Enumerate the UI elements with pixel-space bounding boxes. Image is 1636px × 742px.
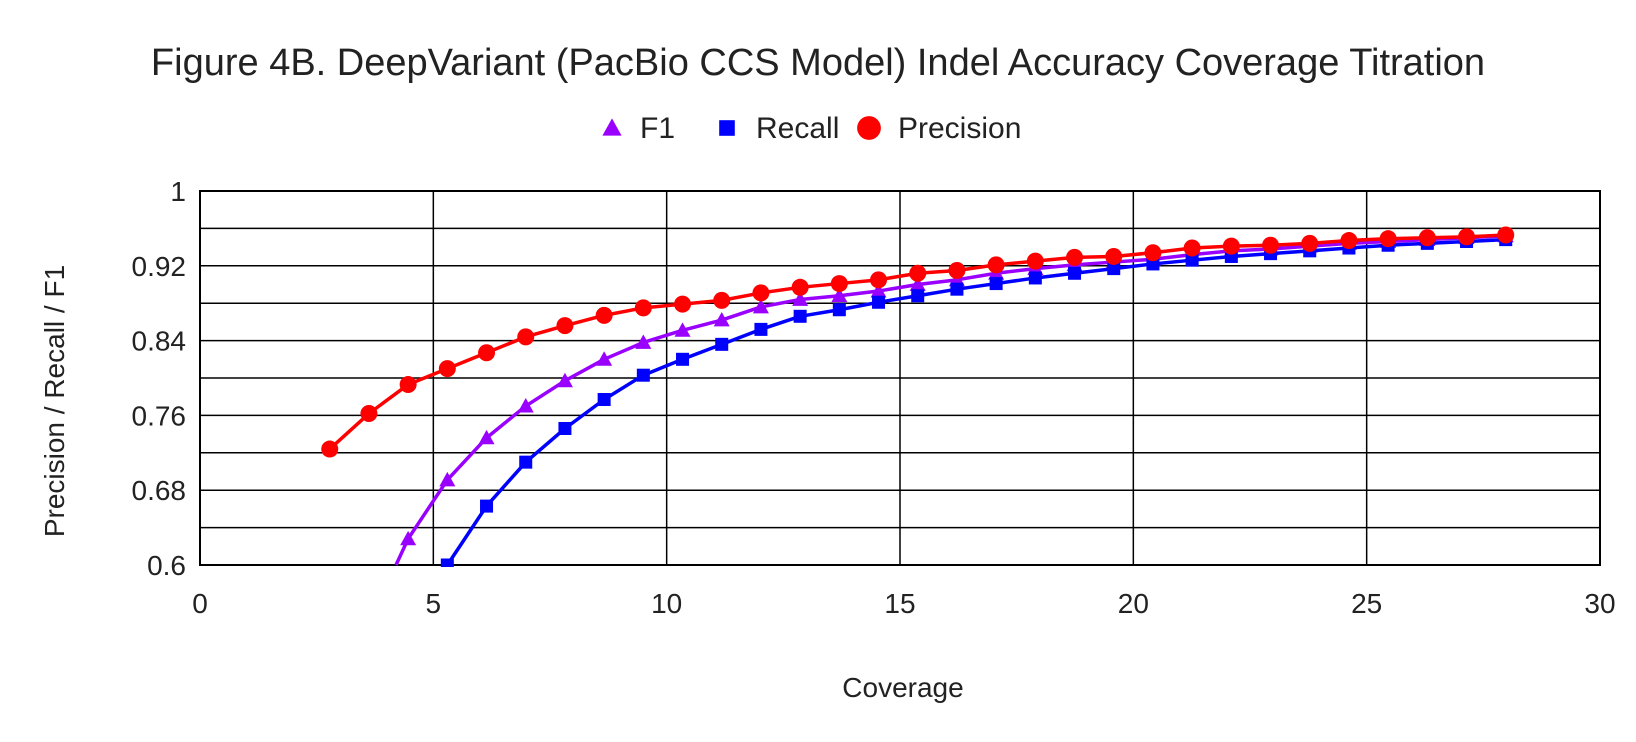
y-tick-label: 0.76: [132, 400, 187, 431]
precision-point: [438, 360, 456, 378]
precision-point: [1418, 229, 1436, 247]
precision-point: [556, 317, 574, 335]
precision-point: [791, 278, 809, 296]
precision-point: [948, 261, 966, 279]
recall-point: [793, 309, 807, 323]
y-tick-label: 0.84: [132, 326, 187, 357]
legend-label: Precision: [898, 112, 1021, 145]
precision-point: [1105, 247, 1123, 265]
precision-point: [360, 405, 378, 423]
f1-point: [635, 334, 652, 349]
series-group: [321, 226, 1515, 567]
legend-label: Recall: [756, 112, 839, 145]
recall-point: [480, 499, 494, 513]
precision-point: [674, 295, 692, 313]
recall-point: [754, 322, 768, 336]
precision-point: [399, 376, 417, 394]
recall-point: [558, 421, 572, 435]
precision-point: [1222, 237, 1240, 255]
precision-point: [1066, 248, 1084, 266]
legend-marker-recall: [719, 120, 735, 136]
recall-point: [715, 337, 729, 351]
legend-item-recall: Recall: [719, 112, 839, 145]
recall-point: [440, 558, 454, 567]
y-axis-label: Precision / Recall / F1: [39, 265, 70, 537]
precision-point: [321, 440, 339, 458]
grid: [199, 190, 1601, 566]
precision-point: [1262, 236, 1280, 254]
x-tick-label: 25: [1351, 588, 1382, 619]
recall-point: [872, 295, 886, 309]
f1-point: [752, 298, 769, 314]
y-tick-label: 0.6: [147, 550, 186, 581]
precision-point: [870, 271, 888, 289]
precision-point: [1497, 226, 1515, 244]
y-tick-label: 0.68: [132, 475, 187, 506]
chart-title: Figure 4B. DeepVariant (PacBio CCS Model…: [151, 42, 1485, 84]
precision-point: [517, 328, 535, 346]
f1-point: [792, 291, 809, 306]
x-axis-label: Coverage: [842, 672, 963, 703]
f1-point: [439, 471, 456, 487]
x-tick-label: 20: [1118, 588, 1149, 619]
x-tick-label: 5: [426, 588, 442, 619]
f1-point: [674, 322, 691, 337]
recall-point: [950, 282, 964, 296]
precision-point: [909, 264, 927, 282]
x-tick-label: 30: [1584, 588, 1615, 619]
f1-point: [909, 276, 926, 291]
legend: F1 Recall Precision: [602, 112, 1021, 145]
x-tick-label: 0: [192, 588, 208, 619]
series-recall: [440, 233, 1513, 567]
y-tick-label: 1: [170, 176, 186, 207]
precision-point: [1026, 252, 1044, 270]
recall-point: [832, 303, 846, 317]
precision-point: [1458, 228, 1476, 246]
precision-point: [752, 284, 770, 302]
f1-point: [870, 283, 887, 298]
legend-item-precision: Precision: [857, 112, 1021, 145]
recall-point: [911, 289, 925, 303]
f1-point: [556, 372, 573, 388]
x-tick-label: 15: [884, 588, 915, 619]
recall-point: [1068, 266, 1082, 280]
precision-point: [1144, 244, 1162, 262]
legend-label: F1: [640, 112, 675, 145]
f1-point: [400, 530, 417, 546]
precision-point: [987, 256, 1005, 274]
recall-point: [676, 352, 690, 366]
y-tick-label: 0.92: [132, 251, 187, 282]
precision-point: [713, 291, 731, 309]
precision-point: [1301, 234, 1319, 252]
recall-point: [636, 368, 650, 382]
recall-point: [989, 277, 1003, 291]
precision-point: [1340, 232, 1358, 250]
precision-point: [1183, 239, 1201, 257]
legend-marker-precision: [857, 116, 881, 140]
recall-line: [445, 237, 1506, 566]
legend-item-f1: F1: [602, 112, 675, 145]
f1-point: [948, 271, 965, 287]
precision-point: [1379, 230, 1397, 248]
legend-marker-f1: [602, 118, 622, 136]
precision-point: [595, 306, 613, 324]
f1-point: [596, 351, 613, 366]
precision-point: [830, 275, 848, 293]
x-tick-label: 10: [651, 588, 682, 619]
recall-point: [597, 393, 611, 407]
f1-point: [713, 312, 730, 327]
series-precision: [321, 226, 1515, 458]
recall-point: [1028, 271, 1042, 285]
recall-point: [1185, 253, 1199, 267]
recall-point: [1146, 257, 1160, 271]
precision-point: [634, 299, 652, 317]
f1-point: [831, 287, 848, 303]
precision-point: [478, 344, 496, 362]
f1-point: [478, 429, 495, 445]
f1-point: [517, 398, 534, 413]
recall-point: [519, 455, 533, 469]
recall-point: [1107, 262, 1121, 276]
